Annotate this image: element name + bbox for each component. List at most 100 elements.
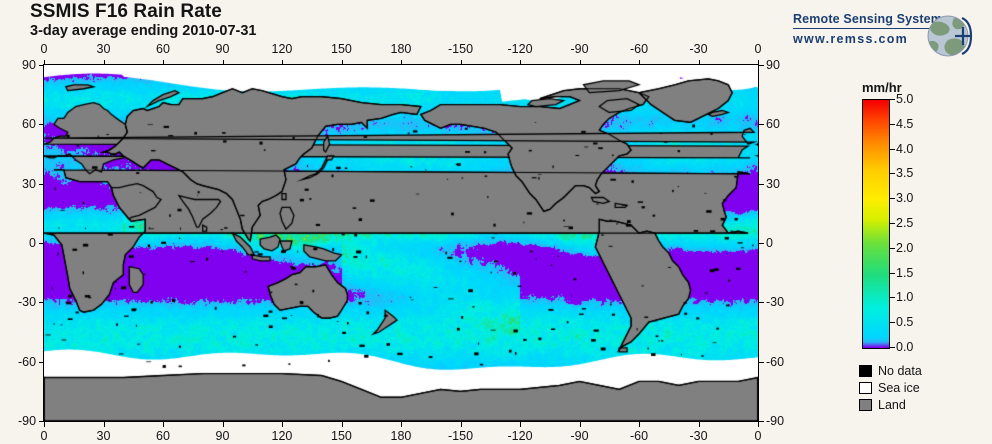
legend-label: Land [878,397,906,412]
x-tick-bottom [758,422,759,427]
x-axis-label-bottom: -150 [448,429,474,443]
legend-sea-ice: Sea ice [859,379,922,396]
x-axis-label-bottom: 60 [156,429,170,443]
x-tick-bottom [163,422,164,427]
page-title: SSMIS F16 Rain Rate [30,1,222,22]
x-axis-label-top: 120 [271,42,293,56]
y-axis-label-left: 0 [29,236,36,250]
legend-swatch [859,381,872,394]
y-axis-label-right: 30 [766,176,780,191]
x-axis-label-top: 0 [754,42,762,56]
x-axis-label-top: 150 [331,42,352,56]
y-tick-right [759,243,764,244]
x-tick-bottom [639,422,640,427]
x-axis-label-bottom: 120 [271,429,293,443]
x-tick-top [222,60,224,65]
colorbar-tick-label: 4.5 [896,117,914,131]
colorbar-tick-label: 3.5 [896,166,914,180]
map-legend: No data Sea ice Land [859,362,922,413]
colorbar-tick [890,347,895,348]
y-tick-left [39,361,44,363]
rain-rate-map[interactable] [43,64,759,422]
x-tick-bottom [401,422,402,427]
x-tick-bottom [698,422,700,427]
y-axis-label-left: 60 [22,117,36,132]
y-tick-left [39,243,44,244]
legend-land: Land [859,396,922,413]
x-axis-label-top: 0 [40,42,48,56]
y-tick-left [39,124,44,126]
colorbar-tick [890,248,895,249]
x-axis-label-top: -90 [570,42,589,56]
colorbar-gradient [863,100,889,348]
logo-website-url[interactable]: www.remss.com [793,32,909,46]
x-tick-top [44,60,45,65]
y-tick-right [759,421,764,422]
x-axis-label-bottom: 150 [331,429,352,443]
x-axis-label-bottom: 90 [215,429,230,443]
x-axis-label-top: -150 [448,42,474,56]
x-tick-top [579,60,581,65]
x-axis-label-top: -120 [507,42,533,56]
x-tick-top [698,60,700,65]
x-axis-label-bottom: -90 [570,429,589,443]
colorbar-tick-label: 4.0 [896,142,914,156]
x-axis-label-top: 180 [390,42,412,56]
y-tick-right [759,302,764,304]
y-tick-left [39,65,44,66]
colorbar-tick [890,198,895,199]
y-axis-label-right: 0 [766,236,773,250]
remss-logo[interactable]: Remote Sensing Systems www.remss.com [793,12,983,62]
legend-swatch [859,398,872,411]
colorbar-tick [890,223,895,224]
x-tick-top [341,60,343,65]
x-tick-bottom [520,422,521,427]
colorbar[interactable] [862,99,890,349]
x-axis-label-top: 30 [96,42,111,56]
x-tick-bottom [103,422,105,427]
x-tick-top [520,60,521,65]
colorbar-tick-label: 3.0 [896,191,914,205]
y-axis-label-left: 30 [22,176,36,191]
colorbar-tick [890,149,895,150]
title-block: SSMIS F16 Rain Rate 3-day average ending… [30,1,256,40]
x-axis-label-top: -60 [630,42,649,56]
legend-no-data: No data [859,362,922,379]
legend-label: Sea ice [878,380,920,395]
colorbar-tick-label: 5.0 [896,92,914,106]
y-axis-label-right: 90 [766,58,780,72]
y-axis-label-right: 60 [766,117,780,132]
x-axis-label-bottom: -30 [689,429,708,443]
x-tick-top [401,60,402,65]
colorbar-tick-label: 1.5 [896,266,914,280]
x-tick-bottom [341,422,343,427]
x-axis-label-top: -30 [689,42,708,56]
x-tick-bottom [579,422,581,427]
y-axis-label-right: -90 [766,414,785,428]
x-tick-bottom [222,422,224,427]
legend-swatch [859,364,872,377]
x-tick-top [282,60,283,65]
y-axis-label-left: 90 [22,58,36,72]
colorbar-tick [890,273,895,274]
y-tick-right [759,65,764,66]
y-tick-right [759,361,764,363]
x-axis-label-top: 90 [215,42,230,56]
colorbar-tick [890,124,895,125]
colorbar-tick [890,173,895,174]
x-tick-bottom [460,422,462,427]
y-tick-left [39,421,44,422]
x-axis-label-bottom: 180 [390,429,412,443]
y-axis-label-left: -60 [18,354,37,369]
y-axis-label-left: -30 [18,295,37,310]
colorbar-unit-label: mm/hr [862,80,902,95]
x-axis-label-top: 60 [156,42,170,56]
globe-icon [927,15,973,57]
x-axis-label-bottom: -60 [630,429,649,443]
x-axis-label-bottom: 0 [40,429,48,443]
colorbar-tick-label: 2.0 [896,241,914,255]
y-tick-right [759,124,764,126]
x-tick-top [163,60,164,65]
y-axis-label-right: -60 [766,354,785,369]
x-axis-label-bottom: 30 [96,429,111,443]
